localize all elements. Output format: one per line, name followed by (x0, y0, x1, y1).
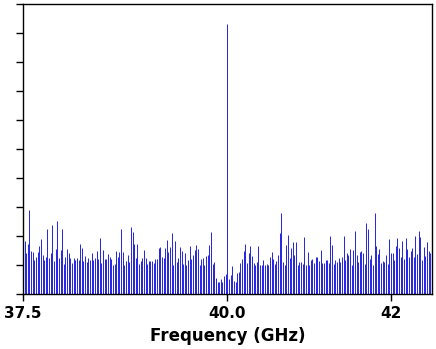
X-axis label: Frequency (GHz): Frequency (GHz) (150, 327, 305, 345)
